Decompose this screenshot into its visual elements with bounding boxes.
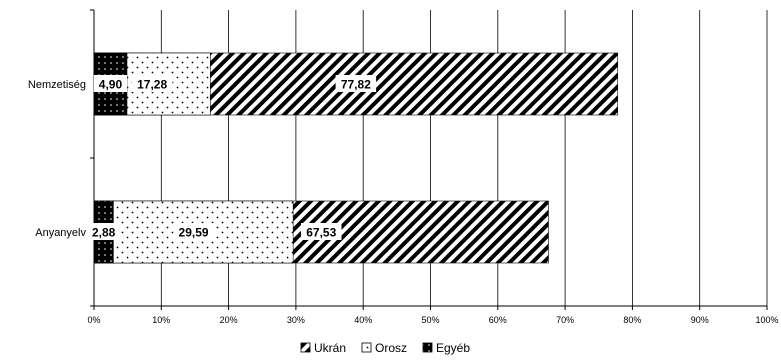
legend-swatch-egyéb bbox=[422, 342, 433, 353]
data-label: 4,90 bbox=[99, 78, 123, 92]
data-label-bg bbox=[335, 75, 377, 92]
legend-swatch-orosz bbox=[361, 342, 372, 353]
data-label-bg bbox=[93, 75, 128, 92]
x-tick-label: 100% bbox=[755, 315, 778, 325]
data-label-bg bbox=[87, 223, 121, 240]
data-label-bg bbox=[131, 75, 173, 92]
x-tick-label: 40% bbox=[354, 315, 372, 325]
x-tick-label: 70% bbox=[556, 315, 574, 325]
x-tick-label: 10% bbox=[152, 315, 170, 325]
category-label: Nemzetiség bbox=[28, 79, 86, 91]
axes: 0% 10% 20% 30% 40% 50% 60% 70% 80% 90% 100% Nemzeti… bbox=[28, 9, 779, 325]
x-tick-label: 50% bbox=[421, 315, 439, 325]
legend-label: Egyéb bbox=[436, 341, 470, 355]
x-tick-label: 90% bbox=[691, 315, 709, 325]
category-label: Anyanyelv bbox=[35, 227, 86, 239]
legend: Ukrán Orosz Egyéb bbox=[300, 341, 470, 355]
data-label: 17,28 bbox=[137, 78, 167, 92]
x-tick-label: 80% bbox=[623, 315, 641, 325]
data-label-bg bbox=[300, 223, 342, 240]
legend-label: Ukrán bbox=[314, 341, 346, 355]
data-label-bg bbox=[173, 223, 214, 240]
data-label: 67,53 bbox=[306, 226, 336, 240]
x-tick-label: 20% bbox=[220, 315, 238, 325]
data-label: 2,88 bbox=[92, 226, 116, 240]
x-tick-label: 30% bbox=[287, 315, 305, 325]
legend-swatch-ukrán bbox=[300, 342, 311, 353]
legend-label: Orosz bbox=[375, 341, 407, 355]
data-label: 77,82 bbox=[341, 78, 371, 92]
x-tick-label: 0% bbox=[87, 315, 100, 325]
data-label: 29,59 bbox=[179, 226, 209, 240]
x-tick-label: 60% bbox=[489, 315, 507, 325]
data-labels: 77,82 17,28 4,90 67,53 29,59 2,88 bbox=[87, 75, 377, 240]
